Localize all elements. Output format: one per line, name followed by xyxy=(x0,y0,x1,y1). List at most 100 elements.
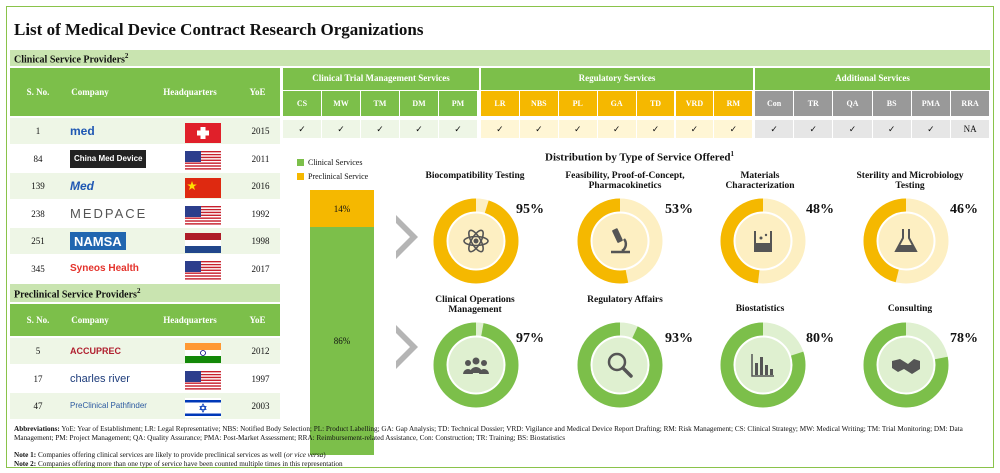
donut-value-arc xyxy=(433,198,519,284)
service-col-bs: BS xyxy=(872,91,911,116)
service-check: ✓ xyxy=(400,120,438,138)
pre-col-company: Company xyxy=(71,315,109,325)
magnifier-icon xyxy=(607,352,633,378)
donut-chart xyxy=(433,198,519,284)
donut-label: Regulatory Affairs xyxy=(587,295,663,305)
service-check: ✓ xyxy=(439,120,477,138)
donut-inner xyxy=(878,213,934,269)
pre-col-yoe: YoE xyxy=(249,315,266,325)
row-yoe: 2016 xyxy=(251,181,270,191)
col-company: Company xyxy=(71,87,109,97)
chevron-right-icon xyxy=(396,325,418,369)
preclinical-table-header xyxy=(10,304,280,336)
donut-label: Biocompatibility Testing xyxy=(425,171,525,181)
service-check: ✓ xyxy=(597,120,636,138)
service-col-qa: QA xyxy=(833,91,872,116)
donut-percent: 80% xyxy=(806,331,834,346)
preclinical-row: 47 PreClinical Pathfinder 2003 xyxy=(10,393,280,419)
chevron-right-icon xyxy=(396,215,418,259)
abbreviations: Abbreviations: YoE: Year of Establishmen… xyxy=(14,425,963,442)
flag-usa xyxy=(185,260,221,281)
service-col-ga: GA xyxy=(597,91,636,116)
group-regulatory: Regulatory Services xyxy=(481,68,753,90)
donut-value-arc xyxy=(433,322,519,408)
company-logo: Syneos Health xyxy=(70,263,139,274)
preclinical-row: 17 charles river 1997 xyxy=(10,366,280,392)
donut-inner xyxy=(735,213,791,269)
service-check: ✓ xyxy=(558,120,597,138)
pre-col-sno: S. No. xyxy=(26,315,50,325)
donut-inner xyxy=(448,337,504,393)
stack-clinical-segment: 86% xyxy=(310,227,374,455)
donut-label: Consulting xyxy=(887,304,933,314)
row-sno: 5 xyxy=(35,346,41,356)
service-check: ✓ xyxy=(519,120,558,138)
group-additional: Additional Services xyxy=(755,68,990,90)
service-check: ✓ xyxy=(361,120,399,138)
service-check: ✓ xyxy=(794,120,833,138)
row-sno: 345 xyxy=(31,263,45,274)
row-yoe: 2012 xyxy=(251,346,270,356)
clinical-row: 345 Syneos Health 2017 xyxy=(10,256,280,282)
donut-chart xyxy=(863,198,949,284)
service-check: ✓ xyxy=(755,120,794,138)
service-col-rm: RM xyxy=(714,91,753,116)
team-icon xyxy=(463,357,489,374)
donut-value-arc xyxy=(577,198,663,284)
service-check: ✓ xyxy=(636,120,675,138)
preclinical-row: 5 ACCUPREC 2012 xyxy=(10,338,280,364)
donut-percent: 93% xyxy=(665,331,693,346)
donut-label: Sterility and Microbiology Testing xyxy=(856,171,964,191)
company-logo: charles river xyxy=(70,372,130,385)
row-sno: 47 xyxy=(33,401,43,411)
service-col-cs: CS xyxy=(283,91,321,116)
service-check: ✓ xyxy=(833,120,872,138)
flag-china xyxy=(185,178,221,198)
row-yoe: 1998 xyxy=(251,236,270,246)
service-check: ✓ xyxy=(714,120,753,138)
service-check: ✓ xyxy=(872,120,911,138)
pre-col-headquarters: Headquarters xyxy=(163,315,217,325)
row-sno: 251 xyxy=(31,236,45,246)
row-sno: 139 xyxy=(31,181,45,191)
stack-preclinical-label: 14% xyxy=(333,203,351,214)
col-headquarters: Headquarters xyxy=(163,87,217,97)
donut-label: Biostatistics xyxy=(735,304,785,314)
service-col-pm: PM xyxy=(439,91,477,116)
company-logo: China Med Device xyxy=(70,149,147,168)
company-logo: med xyxy=(70,124,95,138)
service-col-tm: TM xyxy=(361,91,399,116)
clinical-table-header xyxy=(10,68,280,116)
service-col-nbs: NBS xyxy=(519,91,558,116)
row-yoe: 2017 xyxy=(251,263,270,274)
company-logo: NAMSA xyxy=(70,232,126,250)
donut-label: Clinical Operations Management xyxy=(435,295,515,315)
donut-chart xyxy=(720,198,806,284)
service-col-pl: PL xyxy=(558,91,597,116)
donut-chart xyxy=(577,198,663,284)
row-sno: 84 xyxy=(33,153,43,164)
clinical-row: 84 China Med Device 2011 xyxy=(10,146,280,172)
donut-percent: 53% xyxy=(665,202,693,217)
service-check: ✓ xyxy=(911,120,950,138)
row-sno: 1 xyxy=(35,126,41,136)
donut-percent: 78% xyxy=(950,331,978,346)
service-col-mw: MW xyxy=(322,91,360,116)
beaker-icon xyxy=(754,231,772,252)
legend-swatch-green xyxy=(297,159,304,166)
donut-value-arc xyxy=(863,322,949,408)
row-yoe: 2011 xyxy=(251,153,270,164)
service-col-lr: LR xyxy=(481,91,519,116)
atom-icon xyxy=(463,229,489,253)
donut-percent: 95% xyxy=(516,202,544,217)
preclinical-band-title: Preclinical Service Providers2 xyxy=(14,287,141,301)
page-frame xyxy=(6,6,994,468)
donut-percent: 46% xyxy=(950,202,978,217)
note-2: Note 2: Companies offering more than one… xyxy=(14,460,343,468)
row-yoe: 1992 xyxy=(251,208,270,219)
donut-percent: 97% xyxy=(516,331,544,346)
service-col-con: Con xyxy=(755,91,794,116)
service-check: ✓ xyxy=(675,120,714,138)
col-yoe: YoE xyxy=(249,87,266,97)
service-col-dm: DM xyxy=(400,91,438,116)
